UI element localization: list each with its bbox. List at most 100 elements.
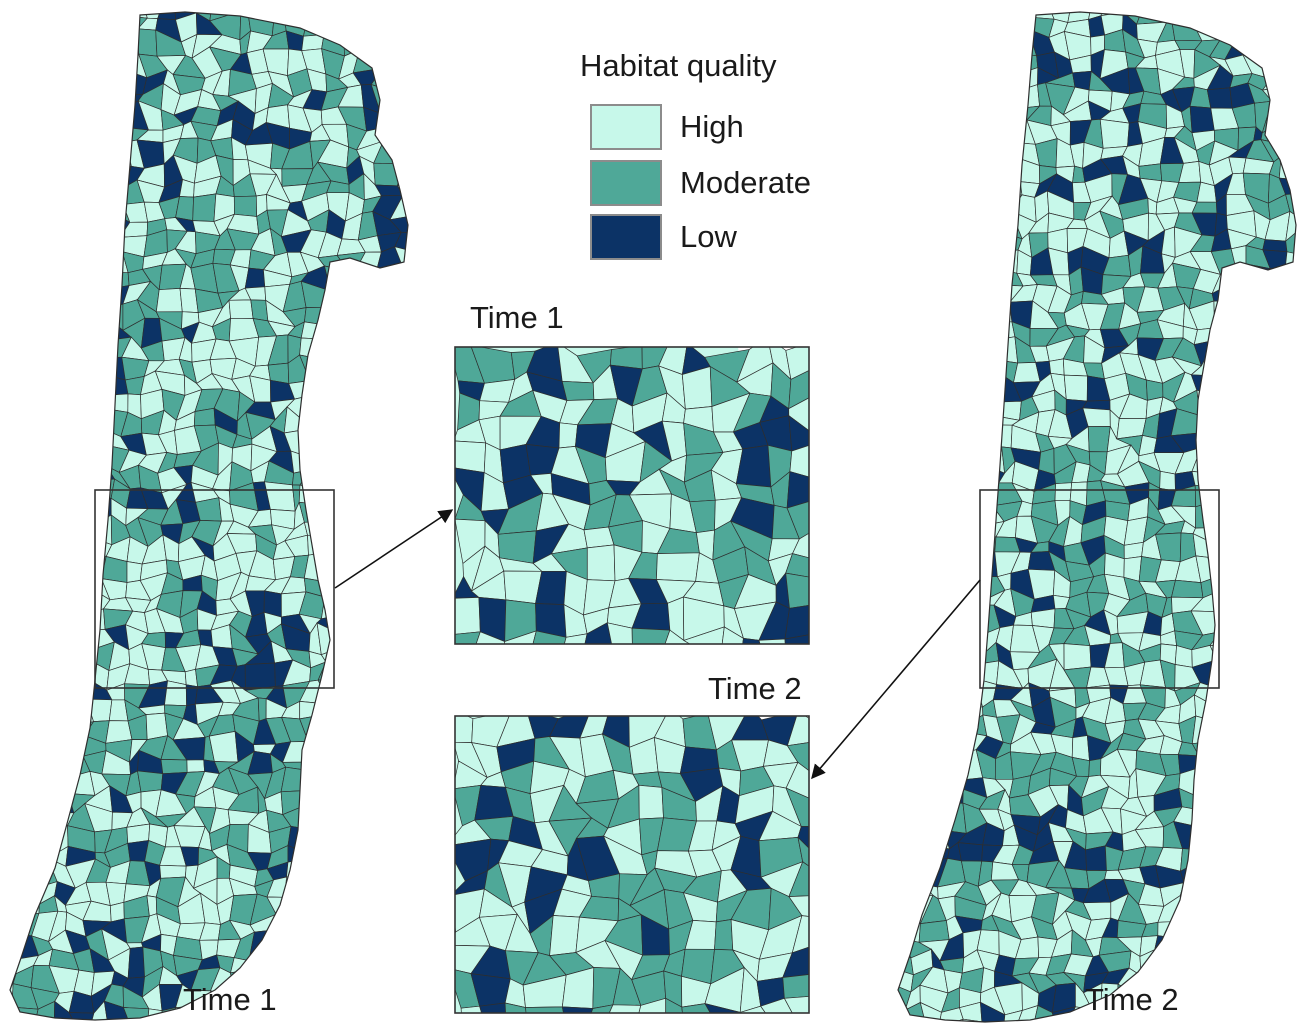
catchment-cell — [29, 454, 58, 474]
catchment-cell — [352, 753, 386, 782]
catchment-cell — [906, 246, 925, 271]
catchment-cell — [88, 122, 111, 147]
catchment-cell — [10, 759, 22, 773]
arrow-to-inset-time-1 — [334, 509, 454, 589]
catchment-cell — [814, 827, 850, 854]
catchment-cell — [982, 370, 997, 403]
catchment-cell — [18, 665, 43, 692]
catchment-cell — [1209, 483, 1240, 505]
catchment-cell — [10, 31, 22, 52]
catchment-cell — [72, 550, 94, 584]
catchment-cell — [358, 704, 382, 725]
catchment-cell — [1211, 868, 1239, 883]
catchment-cell — [362, 988, 385, 1012]
catchment-cell — [58, 125, 73, 152]
catchment-cell — [630, 653, 663, 693]
catchment-cell — [109, 393, 129, 413]
catchment-cell — [961, 12, 987, 37]
catchment-cell — [11, 860, 40, 888]
catchment-cell — [335, 460, 358, 493]
catchment-cell — [401, 318, 408, 349]
catchment-cell — [425, 896, 457, 920]
legend-swatch-moderate — [590, 160, 662, 206]
catchment-cell — [1063, 643, 1092, 671]
catchment-cell — [913, 118, 932, 148]
catchment-cell — [84, 12, 107, 19]
catchment-cell — [1196, 755, 1214, 777]
catchment-cell — [1283, 483, 1296, 506]
catchment-cell — [93, 30, 112, 60]
catchment-cell — [372, 339, 403, 367]
catchment-cell — [412, 212, 437, 233]
catchment-cell — [280, 766, 313, 793]
catchment-cell — [425, 417, 444, 439]
catchment-cell — [10, 462, 24, 489]
catchment-cell — [1262, 965, 1291, 996]
catchment-cell — [940, 802, 967, 834]
catchment-cell — [1208, 751, 1239, 777]
catchment-cell — [371, 778, 403, 799]
catchment-cell — [1179, 894, 1204, 923]
catchment-cell — [336, 779, 363, 797]
catchment-cell — [1213, 587, 1234, 613]
catchment-cell — [409, 952, 432, 970]
catchment-cell — [898, 352, 904, 381]
catchment-cell — [397, 163, 408, 187]
catchment-cell — [426, 952, 448, 974]
catchment-cell — [374, 56, 404, 69]
catchment-cell — [1209, 417, 1239, 437]
catchment-cell — [1280, 390, 1296, 418]
catchment-cell — [1028, 12, 1055, 20]
catchment-cell — [10, 532, 41, 557]
catchment-cell — [304, 446, 326, 471]
catchment-cell — [70, 253, 92, 276]
catchment-cell — [1232, 282, 1252, 306]
catchment-cell — [460, 1005, 482, 1013]
catchment-cell — [940, 93, 963, 112]
catchment-cell — [948, 624, 965, 655]
catchment-cell — [428, 680, 453, 698]
legend-title: Habitat quality — [580, 48, 777, 83]
catchment-cell — [302, 875, 323, 901]
catchment-cell — [936, 470, 961, 483]
catchment-cell — [10, 568, 20, 597]
catchment-cell — [1285, 754, 1296, 779]
catchment-cell — [918, 589, 941, 614]
catchment-cell — [1283, 663, 1296, 688]
catchment-cell — [1269, 644, 1293, 669]
catchment-cell — [1243, 681, 1276, 705]
catchment-cell — [1214, 523, 1231, 545]
catchment-cell — [70, 371, 85, 403]
catchment-cell — [399, 55, 408, 76]
catchment-cell — [431, 306, 454, 326]
catchment-cell — [504, 651, 535, 695]
catchment-cell — [303, 552, 331, 583]
catchment-cell — [323, 376, 336, 399]
catchment-cell — [1272, 622, 1293, 646]
catchment-cell — [392, 339, 408, 362]
catchment-cell — [783, 996, 809, 1013]
catchment-cell — [978, 127, 1003, 150]
catchment-cell — [1243, 623, 1275, 647]
catchment-cell — [944, 754, 959, 782]
catchment-cell — [13, 90, 39, 106]
catchment-cell — [70, 122, 92, 152]
catchment-cell — [926, 127, 943, 146]
catchment-cell — [1207, 353, 1238, 377]
catchment-cell — [30, 569, 57, 599]
catchment-cell — [1246, 363, 1272, 381]
catchment-cell — [85, 698, 113, 722]
catchment-cell — [353, 809, 386, 829]
catchment-cell — [334, 809, 366, 832]
catchment-cell — [39, 48, 58, 79]
catchment-cell — [46, 679, 75, 709]
catchment-cell — [83, 373, 116, 396]
catchment-cell — [904, 792, 933, 814]
catchment-cell — [957, 425, 986, 458]
catchment-cell — [662, 649, 698, 693]
catchment-cell — [1265, 533, 1281, 565]
catchment-cell — [12, 645, 43, 670]
catchment-cell — [903, 1019, 926, 1022]
catchment-cell — [1288, 281, 1296, 306]
catchment-cell — [430, 122, 453, 143]
